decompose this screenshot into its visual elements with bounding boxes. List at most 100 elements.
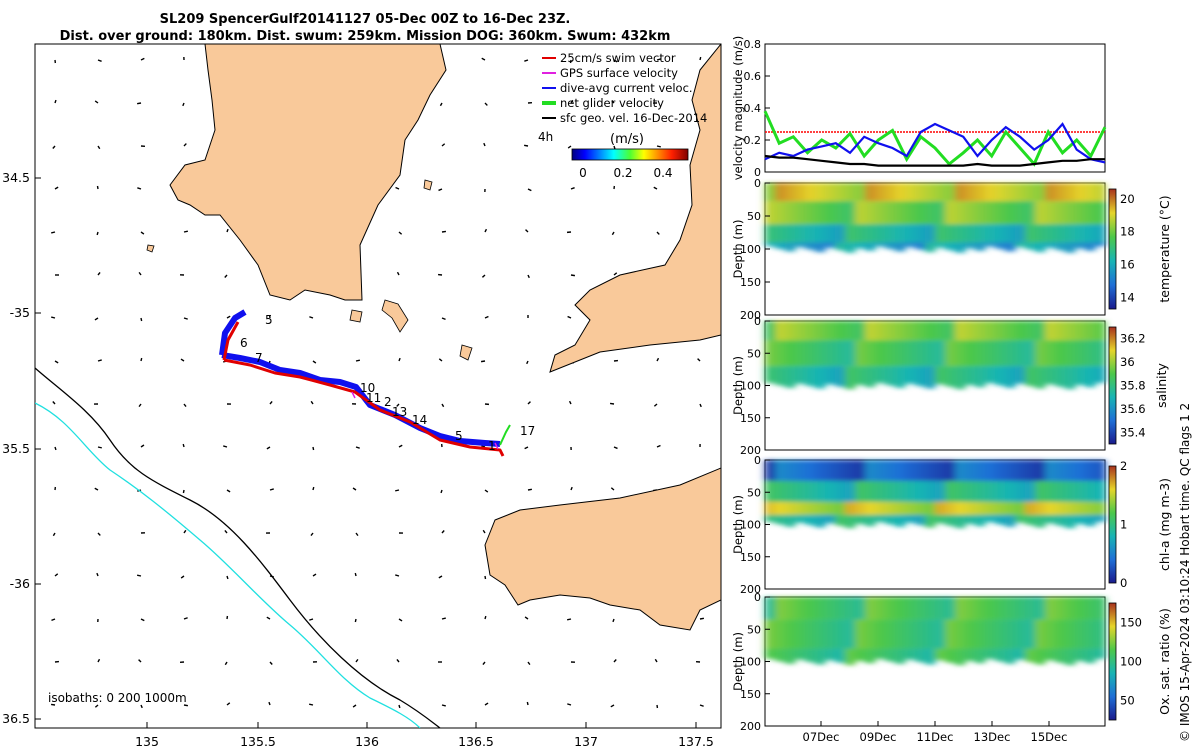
velocity-arrow xyxy=(525,229,529,233)
section-cell xyxy=(1045,460,1056,481)
section-cell xyxy=(825,619,836,649)
velocity-arrow xyxy=(656,357,660,362)
day-label: 13 xyxy=(392,405,407,419)
section-cell xyxy=(1045,183,1056,202)
velocity-arrow xyxy=(567,315,572,319)
section-cell xyxy=(845,619,856,649)
isobath-1000m xyxy=(35,367,441,728)
velocity-arrow xyxy=(441,530,445,534)
velocity-arrow xyxy=(355,532,359,537)
velocity-arrow xyxy=(355,359,361,362)
velocity-y-tick-label: 0.8 xyxy=(744,38,762,51)
section-cell xyxy=(945,480,956,502)
velocity-arrow xyxy=(137,187,142,190)
section-colorbar-label: temperature (°C) xyxy=(1157,195,1172,302)
velocity-arrow xyxy=(183,529,187,534)
section-cell xyxy=(775,201,786,225)
velocity-series-line xyxy=(763,110,1107,167)
section-cell xyxy=(1045,224,1056,243)
section-cell xyxy=(1045,340,1056,367)
velocity-arrow xyxy=(441,704,446,707)
velocity-arrow xyxy=(138,271,142,276)
section-cell xyxy=(965,460,976,481)
section-cell xyxy=(925,340,936,367)
velocity-arrow xyxy=(224,274,228,278)
section-cell xyxy=(1015,648,1026,660)
velocity-arrow xyxy=(140,357,143,362)
velocity-arrow xyxy=(570,99,574,104)
section-cell xyxy=(1075,597,1086,620)
velocity-arrow xyxy=(226,315,231,319)
section-cell xyxy=(1005,340,1016,367)
velocity-arrow xyxy=(312,360,317,364)
section-cell xyxy=(985,460,996,481)
section-cell xyxy=(835,597,846,620)
velocity-arrow xyxy=(396,271,400,276)
section-cell xyxy=(815,619,826,649)
velocity-arrow xyxy=(395,186,400,190)
section-cell xyxy=(865,183,876,202)
section-cell xyxy=(1055,514,1066,526)
legend-label: GPS surface velocity xyxy=(560,66,678,80)
velocity-arrow xyxy=(352,704,357,708)
section-cell xyxy=(785,460,796,481)
velocity-arrow xyxy=(97,145,101,150)
section-cell xyxy=(765,201,776,225)
section-cell xyxy=(1035,321,1046,341)
velocity-arrow xyxy=(136,574,142,577)
section-cell xyxy=(945,340,956,367)
section-cell xyxy=(905,597,916,620)
section-cell xyxy=(1035,242,1046,253)
section-cell xyxy=(1065,597,1076,620)
velocity-arrow xyxy=(656,231,660,235)
section-cell xyxy=(895,183,906,202)
section-cell xyxy=(985,619,996,649)
day-label: 7 xyxy=(255,351,263,365)
section-cell xyxy=(935,242,946,248)
section-y-tick-label: 0 xyxy=(754,315,761,328)
velocity-arrow xyxy=(140,317,143,322)
section-cell xyxy=(785,366,796,389)
velocity-arrow xyxy=(398,231,403,235)
velocity-arrow xyxy=(523,144,529,147)
section-cell xyxy=(1005,366,1016,389)
land-yorke-peninsula xyxy=(549,44,721,373)
map-y-tick-label: 35.5 xyxy=(2,441,30,456)
section-cell xyxy=(905,183,916,202)
colorbar-unit: (m/s) xyxy=(610,132,644,147)
section-cell xyxy=(855,340,866,367)
velocity-arrow xyxy=(612,618,615,623)
map-y-tick-label: -35 xyxy=(10,305,30,320)
section-cell xyxy=(785,321,796,341)
section-colorbar-tick: 1 xyxy=(1120,518,1127,532)
section-cell xyxy=(1095,514,1106,522)
section-cell xyxy=(975,224,986,243)
velocity-arrow xyxy=(136,102,142,105)
section-cell xyxy=(935,224,946,243)
section-colorbar-label: salinity xyxy=(1154,362,1169,407)
section-cell xyxy=(915,183,926,202)
velocity-arrow xyxy=(54,360,59,364)
section-cell xyxy=(905,242,916,248)
velocity-arrow xyxy=(269,661,273,665)
section-cell xyxy=(1055,597,1066,620)
section-cell xyxy=(795,597,806,620)
section-cell xyxy=(1025,648,1036,663)
section-cell xyxy=(915,514,926,526)
day-label: 10 xyxy=(360,381,375,395)
velocity-arrow xyxy=(138,659,142,663)
section-cell xyxy=(815,224,826,243)
section-cell xyxy=(1095,480,1106,502)
velocity-arrow xyxy=(354,572,357,577)
section-cell xyxy=(875,514,886,522)
section-cell xyxy=(985,183,996,202)
section-cell xyxy=(855,242,866,249)
section-cell xyxy=(865,480,876,502)
section-cell xyxy=(945,460,956,481)
velocity-arrow xyxy=(51,231,56,234)
section-cell xyxy=(945,597,956,620)
velocity-arrow xyxy=(183,230,188,233)
section-cell xyxy=(835,648,846,663)
section-cell xyxy=(1065,224,1076,243)
